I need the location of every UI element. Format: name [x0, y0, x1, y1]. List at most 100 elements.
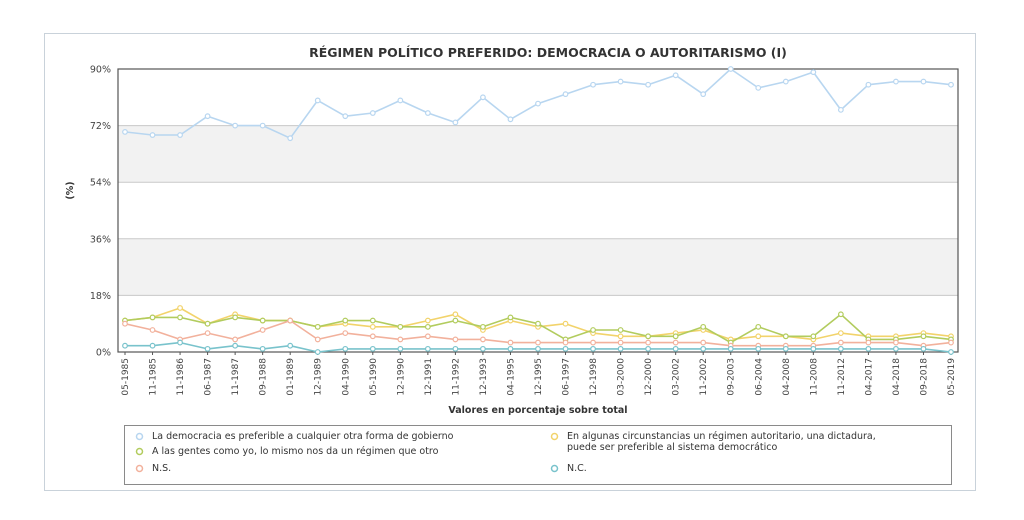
data-point	[204, 330, 211, 337]
data-point	[177, 314, 183, 321]
data-point	[287, 342, 294, 349]
data-point	[810, 345, 817, 352]
x-tick-label: 04-2008	[782, 358, 792, 396]
data-point	[259, 345, 266, 352]
data-point	[700, 345, 707, 352]
data-point	[452, 336, 459, 343]
legend-marker-indiferente	[135, 447, 144, 456]
data-point	[204, 320, 211, 327]
x-tick-label: 05-1990	[369, 358, 379, 396]
data-point	[424, 345, 431, 352]
data-point	[837, 345, 844, 352]
legend-item-democracia[interactable]: La democracia es preferible a cualquier …	[135, 431, 454, 442]
series-0	[122, 66, 954, 142]
data-point	[369, 317, 376, 324]
data-point	[424, 333, 431, 340]
data-point	[782, 345, 789, 352]
data-point	[452, 317, 459, 324]
x-tick-label: 06-1997	[562, 358, 572, 396]
y-tick-label: 36%	[90, 234, 111, 245]
data-point	[342, 317, 349, 324]
data-point	[948, 339, 954, 346]
data-point	[397, 323, 404, 330]
legend-item-ns[interactable]: N.S.	[135, 463, 171, 474]
legend-item-nc[interactable]: N.C.	[550, 463, 587, 474]
data-point	[397, 345, 404, 352]
x-tick-label: 06-1987	[204, 358, 214, 396]
data-point	[727, 66, 734, 72]
x-tick-label: 12-1995	[534, 358, 544, 396]
data-point	[562, 320, 569, 327]
data-point	[948, 81, 954, 88]
data-point	[535, 339, 541, 346]
data-point	[369, 110, 376, 116]
data-point	[287, 135, 294, 142]
data-point	[948, 349, 954, 355]
y-tick-label: 54%	[90, 178, 111, 189]
data-point	[287, 317, 294, 324]
data-point	[617, 333, 624, 340]
legend-item-autoritario[interactable]: En algunas circunstancias un régimen aut…	[550, 431, 876, 453]
data-point	[342, 345, 349, 352]
series-layer	[122, 66, 954, 355]
data-point	[480, 345, 486, 352]
x-tick-labels: 05-1985 11-1985 11-1986 06-1987 11-1987 09-19…	[121, 352, 957, 396]
data-point	[672, 333, 679, 340]
y-axis-label: (%)	[65, 181, 76, 199]
data-point	[810, 69, 817, 76]
data-point	[149, 327, 156, 333]
data-point	[452, 119, 459, 126]
x-tick-label: 01-1989	[286, 358, 296, 396]
data-point	[672, 339, 679, 346]
series-4	[122, 339, 954, 355]
plot-band	[118, 125, 958, 183]
legend-label: N.S.	[152, 463, 172, 474]
data-point	[865, 339, 872, 346]
legend-label: A las gentes como yo, lo mismo nos da un…	[152, 446, 439, 457]
data-point	[837, 330, 844, 337]
data-point	[369, 333, 376, 340]
data-point	[480, 94, 486, 101]
data-point	[920, 345, 927, 352]
data-point	[259, 122, 266, 129]
data-point	[314, 349, 321, 355]
data-point	[149, 342, 156, 349]
data-point	[259, 327, 266, 333]
x-tick-label: 11-2008	[809, 358, 819, 396]
legend-item-indiferente[interactable]: A las gentes como yo, lo mismo nos da un…	[135, 446, 438, 457]
x-tick-label: 05-2019	[947, 358, 957, 396]
legend: La democracia es preferible a cualquier …	[124, 425, 952, 485]
data-point	[149, 314, 156, 321]
data-point	[507, 314, 514, 321]
x-tick-label: 05-1985	[121, 358, 131, 396]
legend-label: La democracia es preferible a cualquier …	[152, 431, 454, 442]
x-tick-label: 11-2012	[837, 358, 847, 396]
data-point	[507, 345, 514, 352]
data-point	[782, 78, 789, 85]
y-tick-label: 90%	[90, 65, 111, 76]
x-tick-label: 09-2018	[919, 358, 929, 396]
legend-label: En algunas circunstancias un régimen aut…	[567, 431, 876, 453]
data-point	[645, 339, 652, 346]
data-point	[590, 339, 596, 346]
data-point	[480, 336, 486, 343]
data-point	[122, 320, 128, 327]
x-tick-label: 03-2002	[672, 358, 682, 396]
data-point	[782, 333, 789, 340]
x-tick-label: 12-1991	[424, 358, 434, 396]
legend-marker-autoritario	[550, 432, 559, 441]
data-point	[204, 113, 211, 120]
x-tick-label: 11-1987	[231, 358, 241, 396]
data-point	[590, 81, 596, 88]
data-point	[314, 323, 321, 330]
x-tick-label: 12-1998	[589, 358, 599, 396]
x-tick-label: 12-2000	[644, 358, 654, 396]
data-point	[617, 339, 624, 346]
x-tick-label: 11-1985	[149, 358, 159, 396]
data-point	[810, 333, 817, 340]
x-tick-label: 12-1993	[479, 358, 489, 396]
data-point	[535, 320, 541, 327]
x-tick-label: 04-1995	[506, 358, 516, 396]
data-point	[837, 311, 844, 318]
